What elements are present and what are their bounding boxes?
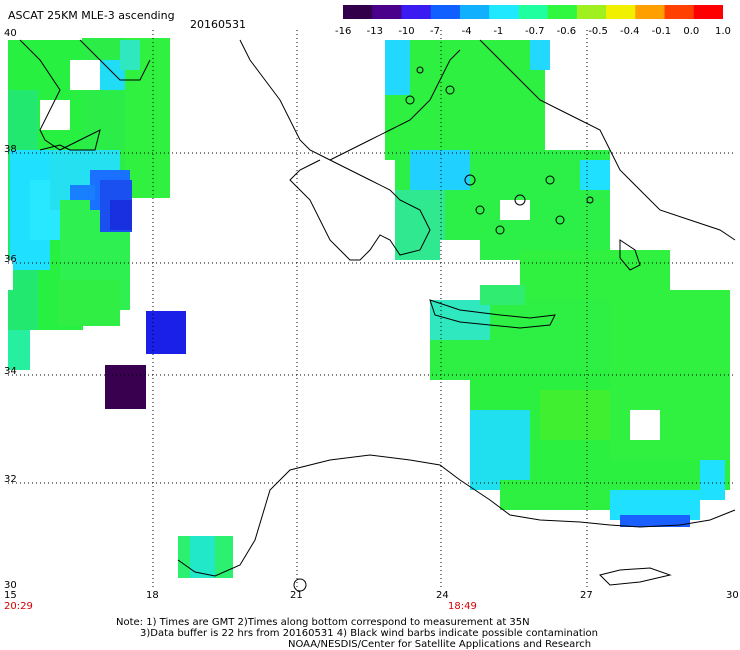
colorbar-segment xyxy=(343,5,373,19)
colorbar-segment xyxy=(664,5,695,19)
lat-label-36: 36 xyxy=(4,254,17,265)
colorbar-segment xyxy=(693,5,723,19)
colorbar-segment xyxy=(518,5,549,19)
lat-label-40: 40 xyxy=(4,28,17,39)
colorbar-label: -0.7 xyxy=(525,26,545,37)
color-scale-bar xyxy=(343,5,723,19)
coastlines xyxy=(19,39,736,592)
colorbar-label: 1.0 xyxy=(715,26,731,37)
lon-label-27: 27 xyxy=(580,590,593,601)
data-swaths xyxy=(8,38,730,578)
lon-label-30: 30 xyxy=(726,590,739,601)
time-label-mid: 18:49 xyxy=(448,601,477,612)
colorbar-segment xyxy=(606,5,636,19)
lat-label-38: 38 xyxy=(4,144,17,155)
colorbar-label: -4 xyxy=(461,26,472,37)
colorbar-segment xyxy=(401,5,432,19)
lon-label-18: 18 xyxy=(146,590,159,601)
colorbar-segment xyxy=(459,5,490,19)
map-date: 20160531 xyxy=(190,18,246,31)
colorbar-segment xyxy=(635,5,666,19)
colorbar-label: -0.6 xyxy=(556,26,577,37)
lat-label-30: 30 xyxy=(4,580,17,591)
map-title: ASCAT 25KM MLE-3 ascending xyxy=(8,9,175,22)
lat-label-34: 34 xyxy=(4,366,17,377)
note-line-3: NOAA/NESDIS/Center for Satellite Applica… xyxy=(288,639,592,650)
colorbar-label: 0.0 xyxy=(683,26,700,37)
colorbar-label: -0.5 xyxy=(588,26,608,37)
note-line-2: 3)Data buffer is 22 hrs from 20160531 4)… xyxy=(140,628,598,639)
colorbar-segment xyxy=(372,5,402,19)
note-line-1: Note: 1) Times are GMT 2)Times along bot… xyxy=(116,617,530,628)
colorbar-label: -1 xyxy=(493,26,504,37)
colorbar-label: -7 xyxy=(430,26,440,37)
colorbar-label: -16 xyxy=(335,26,352,37)
colorbar-label: -0.4 xyxy=(620,26,640,37)
colorbar-label: -0.1 xyxy=(651,26,672,37)
colorbar-segment xyxy=(576,5,607,19)
colorbar-segment xyxy=(547,5,578,19)
lon-label-24: 24 xyxy=(436,590,449,601)
lat-lon-grid xyxy=(8,30,735,590)
lat-label-32: 32 xyxy=(4,474,17,485)
colorbar-segment xyxy=(430,5,461,19)
colorbar-label: -13 xyxy=(366,26,383,37)
time-label-start: 20:29 xyxy=(4,601,33,612)
lon-label-21: 21 xyxy=(290,590,303,601)
lon-label-15: 15 xyxy=(4,590,17,601)
colorbar-label: -10 xyxy=(398,26,415,37)
colorbar-segment xyxy=(489,5,519,19)
